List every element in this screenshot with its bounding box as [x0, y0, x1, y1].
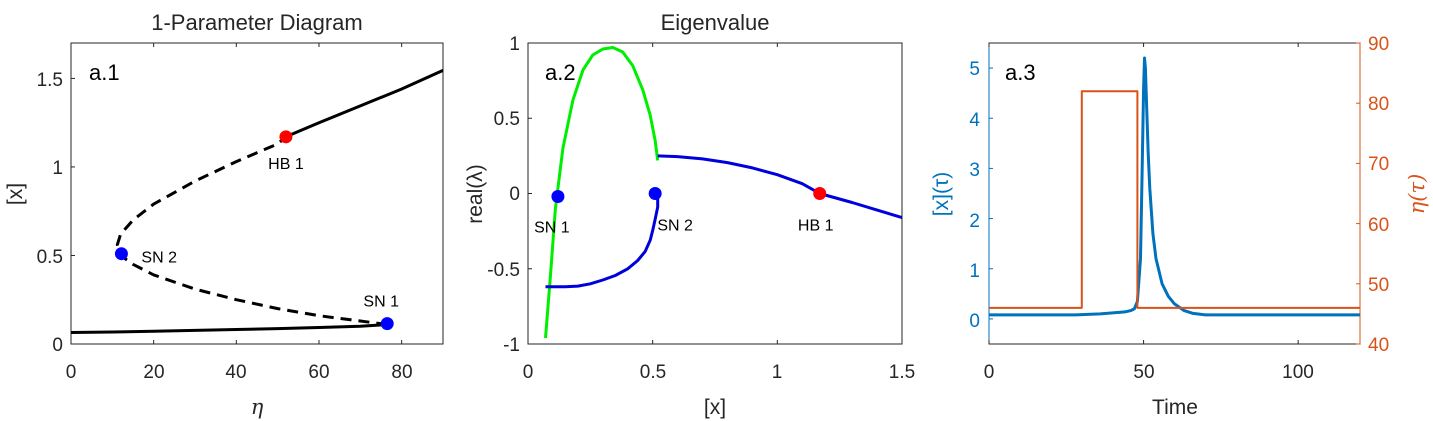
y-tick-label: 70	[1368, 154, 1389, 175]
chart-title: Eigenvalue	[661, 10, 770, 35]
x-tick-label: 80	[391, 362, 412, 383]
bifurcation-point	[551, 190, 565, 204]
bifurcation-point	[114, 247, 128, 261]
y-tick-label: 3	[969, 160, 980, 181]
y-tick-label: 5	[969, 59, 980, 80]
y-tick-label: 60	[1368, 215, 1389, 236]
x-tick-label: 0.5	[640, 362, 666, 383]
panel-label: a.2	[545, 60, 576, 85]
unstable-branch	[115, 135, 388, 326]
y-tick-labels: 0 0.5 1 1.5	[37, 70, 63, 356]
y-tick-label: 4	[969, 110, 980, 131]
y-tick-label: 1	[969, 261, 980, 282]
bifurcation-point	[279, 130, 293, 144]
plot-marks	[988, 42, 1360, 345]
y-tick-label: -0.5	[487, 260, 520, 281]
eigenvalue-curve	[545, 192, 660, 289]
eigenvalue-curve	[657, 154, 903, 220]
y-tick-label: 1	[52, 158, 63, 179]
x-tick-label: 50	[1133, 362, 1154, 383]
eigenvalue-curve	[544, 46, 660, 339]
x-tick-label: 20	[143, 362, 164, 383]
y-axis-label: real(λ)	[464, 164, 487, 224]
y-axis-label: [x]	[4, 183, 27, 205]
y-tick-labels: -1 -0.5 0 0.5 1	[487, 34, 520, 356]
point-label: SN 2	[657, 218, 693, 235]
x-tick-label: 40	[225, 362, 246, 383]
y-tick-label: 90	[1368, 34, 1389, 55]
left-y-tick-labels: 0 1 2 3 4 5	[969, 59, 980, 332]
y-tick-label: 0	[509, 184, 520, 205]
y-tick-label: 50	[1368, 275, 1389, 296]
plot-frame	[988, 42, 1361, 345]
y-tick-label: 0.5	[37, 247, 63, 268]
plot-marks: HB 1 SN 2 SN 1	[70, 43, 444, 345]
point-label: HB 1	[268, 156, 304, 173]
x-tick-labels: 0 0.5 1 1.5	[523, 362, 916, 383]
bifurcation-point	[813, 187, 827, 200]
x-tick-label: 0	[66, 362, 77, 383]
y-tick-label: 40	[1368, 335, 1389, 356]
stable-branch	[70, 323, 388, 334]
point-label: HB 1	[798, 218, 834, 235]
panel-bifurcation: 1-Parameter Diagram a.1 0 20 40 60 80 0 …	[4, 10, 444, 419]
point-label: SN 2	[141, 250, 177, 267]
panel-time-series: a.3 0 50 100 0 1 2 3 4 5 40 50 60 70 80 …	[930, 34, 1429, 419]
panel-eigenvalue: Eigenvalue a.2 0 0.5 1 1.5 -1 -0.5 0 0.5…	[464, 10, 915, 419]
point-label: SN 1	[534, 220, 570, 237]
eta-trace	[989, 90, 1360, 309]
x-tick-label: 1.5	[889, 362, 915, 383]
plot-frame	[527, 42, 903, 345]
plot-marks: SN 1 SN 2 HB 1	[527, 42, 903, 345]
point-label: SN 1	[363, 294, 399, 311]
x-tick-label: 0	[523, 362, 534, 383]
panel-label: a.1	[89, 60, 120, 85]
chart-title: 1-Parameter Diagram	[151, 10, 363, 35]
x-tick-labels: 0 50 100	[984, 362, 1314, 383]
x-tick-label: 100	[1282, 362, 1314, 383]
y-tick-label: 0.5	[494, 109, 520, 130]
y-tick-label: 1.5	[37, 70, 63, 91]
y-tick-label: -1	[503, 335, 520, 356]
x-tick-label: 60	[308, 362, 329, 383]
bifurcation-point	[648, 187, 662, 200]
panel-label: a.3	[1005, 60, 1036, 85]
x-trace	[989, 56, 1360, 317]
x-tick-label: 0	[984, 362, 995, 383]
y-tick-label: 2	[969, 211, 980, 232]
stable-branch	[285, 69, 444, 139]
right-y-tick-labels: 40 50 60 70 80 90	[1368, 34, 1389, 356]
y-tick-label: 80	[1368, 94, 1389, 115]
plot-frame	[70, 42, 444, 345]
x-axis-label: η	[251, 395, 264, 419]
y-tick-label: 0	[969, 311, 980, 332]
y-tick-label: 0	[52, 335, 63, 356]
left-y-axis-label: [x](τ)	[930, 172, 953, 216]
x-axis-label: [x]	[704, 396, 726, 419]
x-tick-labels: 0 20 40 60 80	[66, 362, 413, 383]
y-tick-label: 1	[509, 34, 520, 55]
right-y-axis-label: η(τ)	[1405, 174, 1429, 215]
x-axis-label: Time	[1152, 396, 1198, 419]
bifurcation-point	[380, 317, 394, 331]
x-tick-label: 1	[772, 362, 783, 383]
